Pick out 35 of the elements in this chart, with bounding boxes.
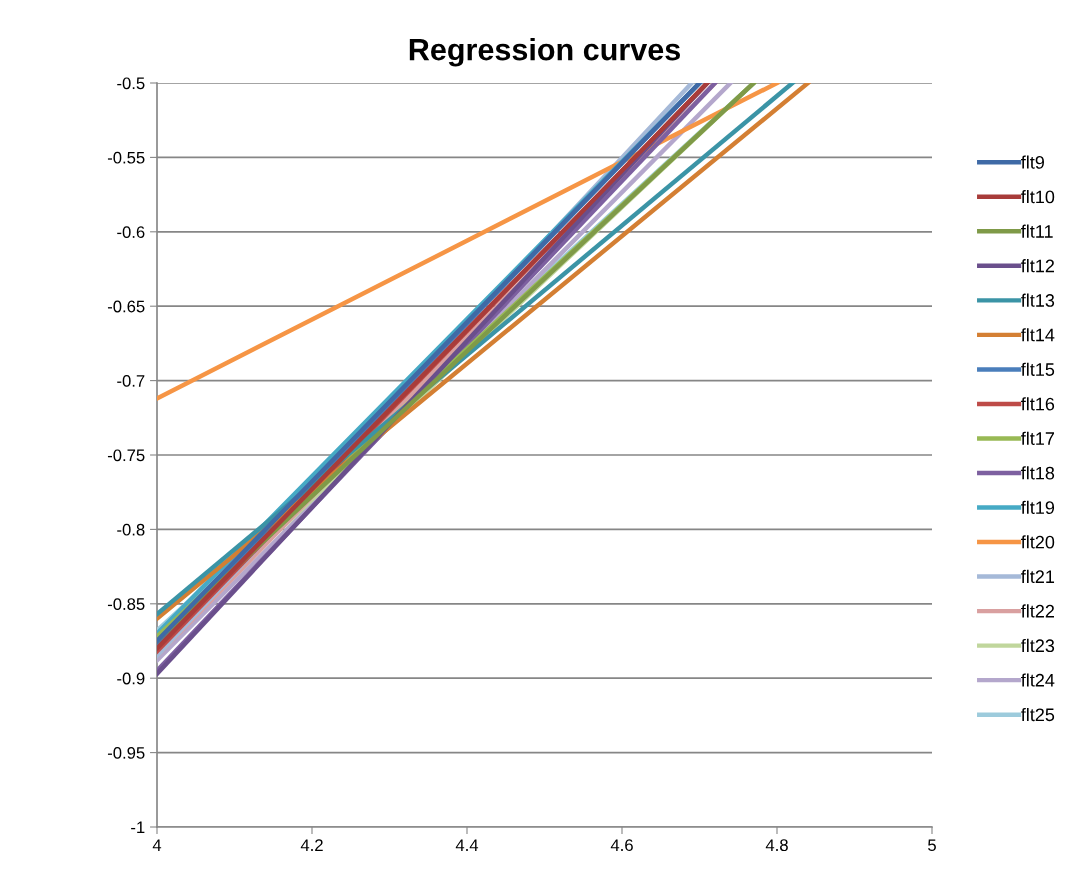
x-tick-label: 4.6	[610, 839, 633, 852]
x-tick-label: 4.8	[765, 839, 788, 852]
legend-label: flt14	[1021, 328, 1055, 342]
y-tick-label: -0.55	[107, 151, 145, 164]
legend-label: flt15	[1021, 362, 1055, 376]
legend-label: flt11	[1021, 224, 1053, 238]
legend-label: flt13	[1021, 293, 1055, 307]
y-tick-label: -0.6	[117, 226, 145, 238]
legend-label: flt25	[1021, 707, 1055, 722]
legend-label: flt20	[1021, 535, 1055, 549]
y-tick-label: -0.5	[117, 77, 145, 90]
legend-label: flt18	[1021, 466, 1055, 480]
legend-label: flt9	[1021, 155, 1045, 169]
x-tick-label: 4.4	[455, 839, 479, 851]
y-tick-label: -0.9	[117, 672, 145, 685]
y-tick-label: -0.85	[107, 598, 145, 610]
legend-label: flt12	[1021, 259, 1054, 273]
legend-label: flt23	[1021, 638, 1055, 653]
y-tick-label: -1	[131, 821, 145, 834]
legend-label: flt19	[1021, 500, 1055, 515]
legend-label: flt22	[1021, 604, 1054, 618]
x-tick-label: 5	[928, 839, 936, 852]
legend-label: flt21	[1021, 569, 1055, 584]
x-tick-label: 4.2	[300, 839, 323, 851]
legend-label: flt16	[1021, 397, 1055, 411]
y-tick-label: -0.95	[107, 747, 145, 759]
legend-label: flt24	[1021, 673, 1055, 687]
y-tick-label: -0.75	[107, 449, 145, 462]
x-tick-label: 4	[152, 839, 162, 851]
legend-label: flt10	[1021, 190, 1055, 204]
chart-title: Regression curves	[409, 38, 680, 67]
y-tick-label: -0.8	[117, 523, 145, 536]
y-tick-label: -0.7	[117, 375, 145, 387]
y-tick-label: -0.65	[107, 300, 145, 313]
legend-label: flt17	[1021, 431, 1054, 445]
